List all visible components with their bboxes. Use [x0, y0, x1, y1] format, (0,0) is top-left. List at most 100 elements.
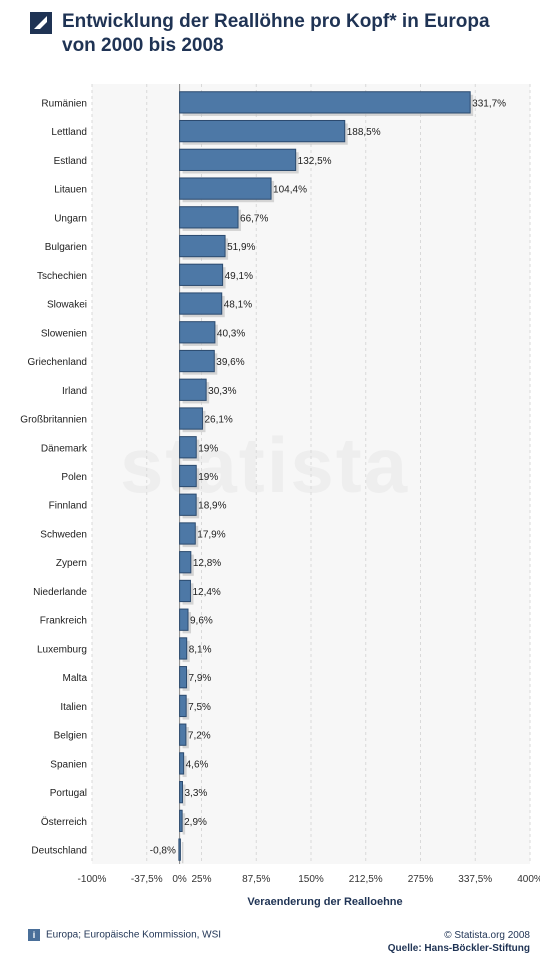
- category-label: Litauen: [54, 185, 87, 196]
- bar: [179, 551, 192, 574]
- data-label: 66,7%: [240, 213, 268, 224]
- data-label: 4,6%: [186, 759, 209, 770]
- bar: [179, 436, 197, 459]
- category-label: Belgien: [54, 731, 87, 742]
- data-label: 19%: [198, 472, 218, 483]
- bar: [179, 464, 197, 488]
- category-label: Tschechien: [37, 271, 87, 282]
- category-label: Malta: [63, 673, 88, 684]
- footer-region-note: i Europa; Europäische Kommission, WSI: [28, 929, 221, 941]
- data-label: 132,5%: [298, 156, 332, 167]
- category-label: Estland: [54, 156, 87, 167]
- chart-title: Entwicklung der Reallöhne pro Kopf* in E…: [62, 11, 490, 56]
- category-label: Italien: [60, 702, 87, 713]
- bar: [179, 579, 191, 603]
- data-label: 7,5%: [188, 702, 211, 713]
- bar: [179, 608, 189, 631]
- bar: [179, 263, 224, 286]
- data-label: 18,9%: [198, 501, 226, 512]
- x-tick-label: 25%: [191, 874, 211, 885]
- data-label: 30,3%: [208, 386, 236, 397]
- source-text: Quelle: Hans-Böckler-Stiftung: [387, 943, 530, 954]
- bar: [179, 522, 196, 545]
- category-label: Slowakei: [47, 300, 87, 311]
- bar-shadow: [182, 784, 186, 806]
- data-label: 51,9%: [227, 242, 255, 253]
- bar: [179, 723, 187, 746]
- category-label: Österreich: [41, 816, 87, 828]
- data-label: 3,3%: [184, 788, 207, 799]
- category-label: Zypern: [56, 558, 87, 569]
- bar: [179, 666, 188, 689]
- category-label: Dänemark: [41, 443, 88, 454]
- chart-header: Entwicklung der Reallöhne pro Kopf* in E…: [30, 8, 530, 60]
- category-label: Griechenland: [28, 357, 87, 368]
- category-label: Ungarn: [54, 213, 87, 224]
- category-label: Irland: [62, 386, 87, 397]
- bar-shadow: [182, 755, 187, 778]
- x-axis-label: Veraenderung der Realloehne: [247, 896, 402, 908]
- info-icon[interactable]: i: [28, 929, 40, 941]
- bar: [179, 752, 185, 775]
- x-tick-label: 150%: [298, 874, 324, 885]
- region-note-text: Europa; Europäische Kommission, WSI: [46, 929, 222, 941]
- category-label: Deutschland: [31, 846, 87, 857]
- category-label: Luxemburg: [37, 644, 87, 655]
- x-tick-label: 337,5%: [458, 874, 492, 885]
- data-label: 17,9%: [197, 529, 225, 540]
- data-label: 7,2%: [188, 731, 211, 742]
- watermark: statista: [120, 421, 410, 509]
- x-tick-label: 400%: [517, 874, 540, 885]
- bar-shadow: [182, 813, 186, 835]
- bar: [179, 378, 207, 401]
- category-label: Portugal: [50, 788, 87, 799]
- data-label: 2,9%: [184, 817, 207, 828]
- data-label: 12,8%: [193, 558, 221, 569]
- data-label: 104,4%: [273, 185, 307, 196]
- data-label: 19%: [198, 443, 218, 454]
- x-tick-label: -37,5%: [131, 874, 163, 885]
- bar: [179, 91, 471, 114]
- bar: [179, 493, 197, 516]
- data-label: 9,6%: [190, 616, 213, 627]
- bar: [179, 177, 272, 200]
- bar: [179, 206, 239, 229]
- bar: [179, 809, 183, 833]
- category-label: Finnland: [49, 501, 87, 512]
- category-label: Bulgarien: [45, 242, 87, 253]
- bar: [179, 321, 216, 344]
- data-label: -0,8%: [150, 846, 176, 857]
- x-tick-label: -100%: [78, 874, 107, 885]
- footer-source: © Statista.org 2008 Quelle: Hans-Böckler…: [388, 929, 530, 955]
- x-tick-label: 87,5%: [242, 874, 270, 885]
- bar: [179, 148, 297, 171]
- category-label: Spanien: [50, 759, 87, 770]
- x-tick-label: 275%: [408, 874, 434, 885]
- category-label: Lettland: [51, 127, 87, 138]
- data-label: 7,9%: [189, 673, 212, 684]
- data-label: 48,1%: [224, 300, 252, 311]
- bar: [179, 694, 187, 718]
- category-label: Frankreich: [40, 616, 87, 627]
- bar: [179, 407, 203, 430]
- category-label: Rumänien: [41, 98, 87, 109]
- category-label: Schweden: [40, 529, 87, 540]
- x-tick-label: 0%: [172, 874, 187, 885]
- bar: [179, 637, 188, 660]
- category-label: Slowenien: [41, 328, 87, 339]
- data-label: 188,5%: [347, 127, 381, 138]
- data-label: 49,1%: [225, 271, 253, 282]
- data-label: 40,3%: [217, 328, 245, 339]
- data-label: 331,7%: [472, 98, 506, 109]
- bar: [179, 292, 223, 315]
- data-label: 39,6%: [216, 357, 244, 368]
- bar: [178, 838, 181, 861]
- category-label: Polen: [61, 472, 87, 483]
- data-label: 26,1%: [204, 415, 232, 426]
- bar: [179, 781, 183, 804]
- bar: [179, 349, 215, 373]
- bar: [179, 234, 226, 258]
- category-label: Niederlande: [33, 587, 87, 598]
- x-tick-label: 212,5%: [349, 874, 383, 885]
